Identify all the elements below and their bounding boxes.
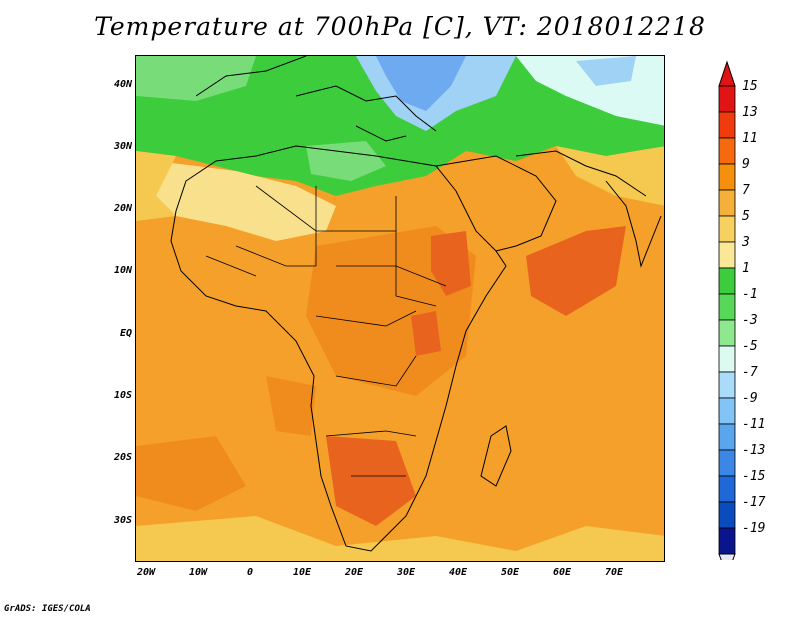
colorbar-tick-label: -11 bbox=[742, 417, 766, 432]
temp-lightgreen-patch-2 bbox=[136, 56, 256, 101]
temp-hotspot-arabian-sea bbox=[526, 226, 626, 316]
colorbar-segment bbox=[718, 501, 736, 529]
africa-coastline bbox=[170, 145, 507, 552]
temp-orange-southwest bbox=[136, 436, 246, 511]
temp-yellow-south bbox=[136, 516, 664, 561]
colorbar-segment bbox=[718, 423, 736, 451]
temp-hotspot-ethiopia bbox=[431, 231, 471, 296]
colorbar-tick-label: 3 bbox=[742, 235, 750, 250]
temp-lightgreen-patch bbox=[306, 141, 386, 181]
colorbar-segment bbox=[718, 319, 736, 347]
colorbar-tick-label: 13 bbox=[742, 105, 758, 120]
colorbar-segment bbox=[718, 293, 736, 321]
lat-label-eq: EQ bbox=[119, 328, 132, 339]
colorbar-tick-label: -3 bbox=[742, 313, 758, 328]
lon-label-30e: 30E bbox=[396, 567, 416, 578]
lon-label-20e: 20E bbox=[344, 567, 364, 578]
colorbar-tick-label: 5 bbox=[742, 209, 750, 224]
temp-hotspot-southern-africa bbox=[326, 436, 416, 526]
temp-hotspot-lakes bbox=[411, 311, 441, 356]
colorbar-segment bbox=[718, 215, 736, 243]
lon-label-0: 0 bbox=[246, 567, 254, 578]
colorbar-segment bbox=[718, 397, 736, 425]
temp-green-belt bbox=[136, 56, 664, 196]
colorbar-tick-label: -13 bbox=[742, 443, 766, 458]
lat-label-40n: 40N bbox=[113, 79, 132, 90]
colorbar-segment bbox=[718, 85, 736, 113]
colorbar-tick-label: -19 bbox=[742, 521, 766, 536]
colorbar-segment bbox=[718, 449, 736, 477]
lat-label-20n: 20N bbox=[113, 203, 132, 214]
colorbar-tick-label: 9 bbox=[742, 157, 750, 172]
lat-label-30n: 30N bbox=[113, 141, 132, 152]
temp-yellow-band bbox=[136, 151, 176, 221]
arabia-coastline bbox=[435, 150, 647, 252]
colorbar-tick-label: -5 bbox=[742, 339, 758, 354]
colorbar-top-arrow bbox=[718, 60, 736, 87]
colorbar-tick-label: 11 bbox=[742, 131, 758, 146]
country-borders bbox=[205, 185, 447, 477]
colorbar-tick-label: -17 bbox=[742, 495, 766, 510]
colorbar-tick-label: -9 bbox=[742, 391, 758, 406]
colorbar-segment bbox=[718, 111, 736, 139]
india-coastline bbox=[605, 180, 662, 268]
colorbar-tick-label: -1 bbox=[742, 287, 758, 302]
colorbar-segment bbox=[718, 163, 736, 191]
lon-label-70e: 70E bbox=[604, 567, 624, 578]
madagascar-outline bbox=[480, 425, 512, 487]
lat-label-30s: 30S bbox=[113, 515, 132, 526]
colorbar-segment bbox=[718, 527, 736, 555]
lon-label-10e: 10E bbox=[292, 567, 312, 578]
lon-label-20w: 20W bbox=[136, 567, 156, 578]
lon-label-60e: 60E bbox=[552, 567, 572, 578]
colorbar-tick-label: -7 bbox=[742, 365, 758, 380]
temp-blue-core bbox=[376, 56, 466, 111]
colorbar-tick-label: 1 bbox=[742, 261, 750, 276]
colorbar-bottom-arrow bbox=[718, 553, 736, 560]
lat-label-10n: 10N bbox=[113, 265, 132, 276]
credit-text: GrADS: IGES/COLA bbox=[4, 604, 91, 614]
map-panel bbox=[135, 55, 665, 562]
temp-blue-east bbox=[576, 56, 636, 86]
colorbar-tick-label: 7 bbox=[742, 183, 750, 198]
colorbar-segment bbox=[718, 241, 736, 269]
colorbar-segment bbox=[718, 345, 736, 373]
colorbar-segment bbox=[718, 371, 736, 399]
temp-orange-atlantic bbox=[266, 376, 316, 436]
temp-paleyellow-region bbox=[156, 161, 336, 241]
lat-label-10s: 10S bbox=[113, 390, 132, 401]
europe-coastline bbox=[195, 56, 437, 142]
colorbar bbox=[718, 60, 736, 560]
lon-label-40e: 40E bbox=[448, 567, 468, 578]
lat-label-20s: 20S bbox=[113, 452, 132, 463]
temp-yellow-east bbox=[556, 146, 664, 206]
chart-title: Temperature at 700hPa [C], VT: 201801221… bbox=[94, 12, 706, 41]
colorbar-tick-label: 15 bbox=[742, 79, 758, 94]
lon-label-10w: 10W bbox=[188, 567, 208, 578]
colorbar-tick-label: -15 bbox=[742, 469, 766, 484]
colorbar-segment bbox=[718, 137, 736, 165]
temperature-field bbox=[136, 56, 664, 561]
colorbar-segment bbox=[718, 475, 736, 503]
colorbar-segment bbox=[718, 267, 736, 295]
colorbar-segment bbox=[718, 189, 736, 217]
lon-label-50e: 50E bbox=[500, 567, 520, 578]
